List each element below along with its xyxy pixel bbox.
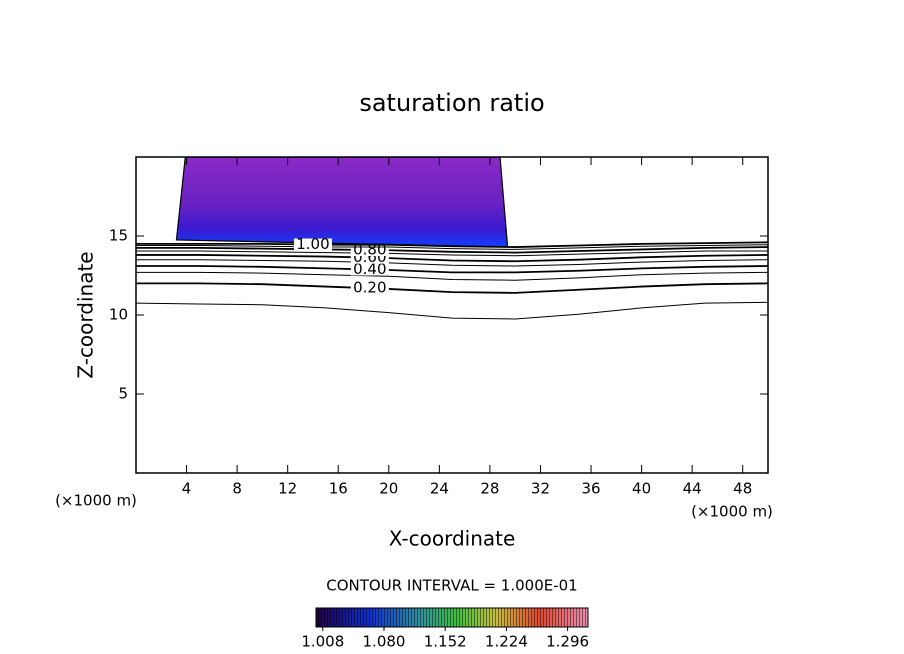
plot-area: 0.200.400.600.801.00 bbox=[136, 157, 768, 320]
supersaturated-region bbox=[175, 157, 509, 248]
x-unit-label: (×1000 m) bbox=[55, 492, 137, 510]
x-tick-label: 40 bbox=[632, 480, 651, 498]
contour-line bbox=[136, 250, 768, 257]
x-unit-label: (×1000 m) bbox=[691, 503, 773, 521]
contour-line bbox=[136, 244, 768, 250]
x-tick-label: 12 bbox=[278, 480, 297, 498]
contour-line bbox=[136, 254, 768, 263]
chart-title: saturation ratio bbox=[359, 89, 544, 117]
contour-line bbox=[136, 259, 768, 267]
colorbar-frame bbox=[315, 607, 589, 628]
contour-label: 0.40 bbox=[353, 260, 386, 278]
x-tick-label: 28 bbox=[480, 480, 499, 498]
contour-label-bg bbox=[350, 263, 389, 276]
colorbar-tick-label: 1.080 bbox=[363, 633, 406, 651]
x-tick-label: 8 bbox=[232, 480, 242, 498]
contour-label: 0.80 bbox=[353, 240, 386, 258]
colorbar-tick-label: 1.152 bbox=[424, 633, 467, 651]
contour-line bbox=[136, 282, 768, 294]
x-tick-label: 20 bbox=[379, 480, 398, 498]
contour-interval-note: CONTOUR INTERVAL = 1.000E-01 bbox=[326, 577, 577, 595]
y-axis-label: Z-coordinate bbox=[74, 251, 98, 378]
x-tick-label: 36 bbox=[581, 480, 600, 498]
x-axis-label: X-coordinate bbox=[389, 527, 516, 551]
contour-line bbox=[136, 241, 768, 248]
y-tick-label: 5 bbox=[118, 385, 128, 403]
contour-label-bg bbox=[350, 282, 389, 295]
contour-line bbox=[136, 265, 768, 274]
colorbar-tick-label: 1.008 bbox=[301, 633, 344, 651]
colorbar-tick-label: 1.224 bbox=[485, 633, 528, 651]
x-tick-label: 16 bbox=[329, 480, 348, 498]
y-tick-label: 15 bbox=[109, 227, 128, 245]
contour-line bbox=[136, 301, 768, 320]
y-tick-label: 10 bbox=[109, 306, 128, 324]
contour-line bbox=[136, 246, 768, 254]
x-tick-label: 44 bbox=[683, 480, 702, 498]
contour-line bbox=[136, 271, 768, 281]
contour-label: 1.00 bbox=[296, 235, 329, 253]
x-tick-label: 4 bbox=[182, 480, 192, 498]
x-tick-label: 48 bbox=[733, 480, 752, 498]
x-tick-label: 32 bbox=[531, 480, 550, 498]
x-tick-label: 24 bbox=[430, 480, 449, 498]
contour-label: 0.20 bbox=[353, 279, 386, 297]
contour-label-bg bbox=[293, 238, 332, 251]
colorbar-tick-label: 1.296 bbox=[546, 633, 589, 651]
